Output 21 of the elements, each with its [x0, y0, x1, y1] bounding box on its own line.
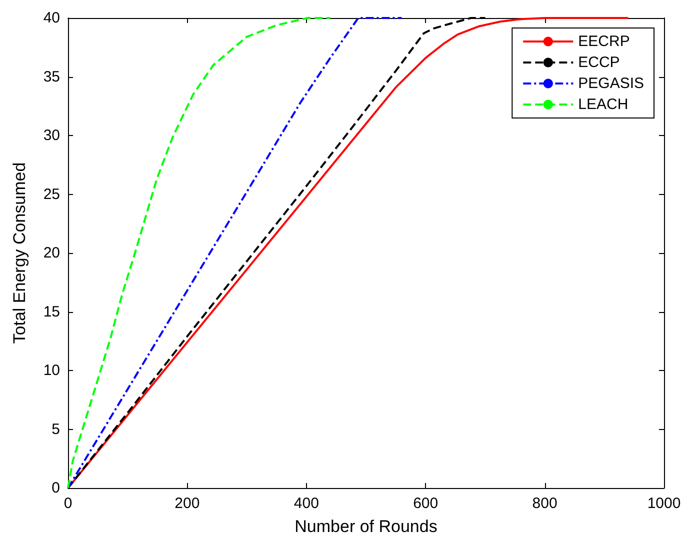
y-axis-title: Total Energy Consumed: [10, 162, 29, 344]
x-tick-label: 400: [294, 495, 319, 512]
y-tick-label: 30: [43, 127, 60, 144]
y-tick-label: 35: [43, 68, 60, 86]
x-tick-label: 600: [413, 495, 438, 512]
x-tick-label: 800: [532, 495, 558, 512]
legend-label: PEGASIS: [578, 75, 644, 92]
x-axis-title: Number of Rounds: [294, 517, 438, 536]
legend-label: ECCP: [578, 54, 620, 71]
x-tick-label: 1000: [647, 495, 681, 512]
y-tick-label: 0: [52, 480, 60, 496]
y-tick-label: 20: [43, 244, 60, 262]
x-tick-label: 200: [174, 495, 200, 512]
y-tick-label: 5: [52, 420, 60, 438]
legend-label: EECRP: [578, 33, 630, 50]
x-tick-label: 0: [64, 495, 72, 512]
y-tick-label: 15: [43, 303, 60, 320]
y-tick-label: 40: [43, 10, 60, 26]
y-tick-label: 10: [43, 362, 60, 379]
y-tick-label: 25: [43, 186, 60, 203]
legend-label: LEACH: [578, 96, 628, 113]
